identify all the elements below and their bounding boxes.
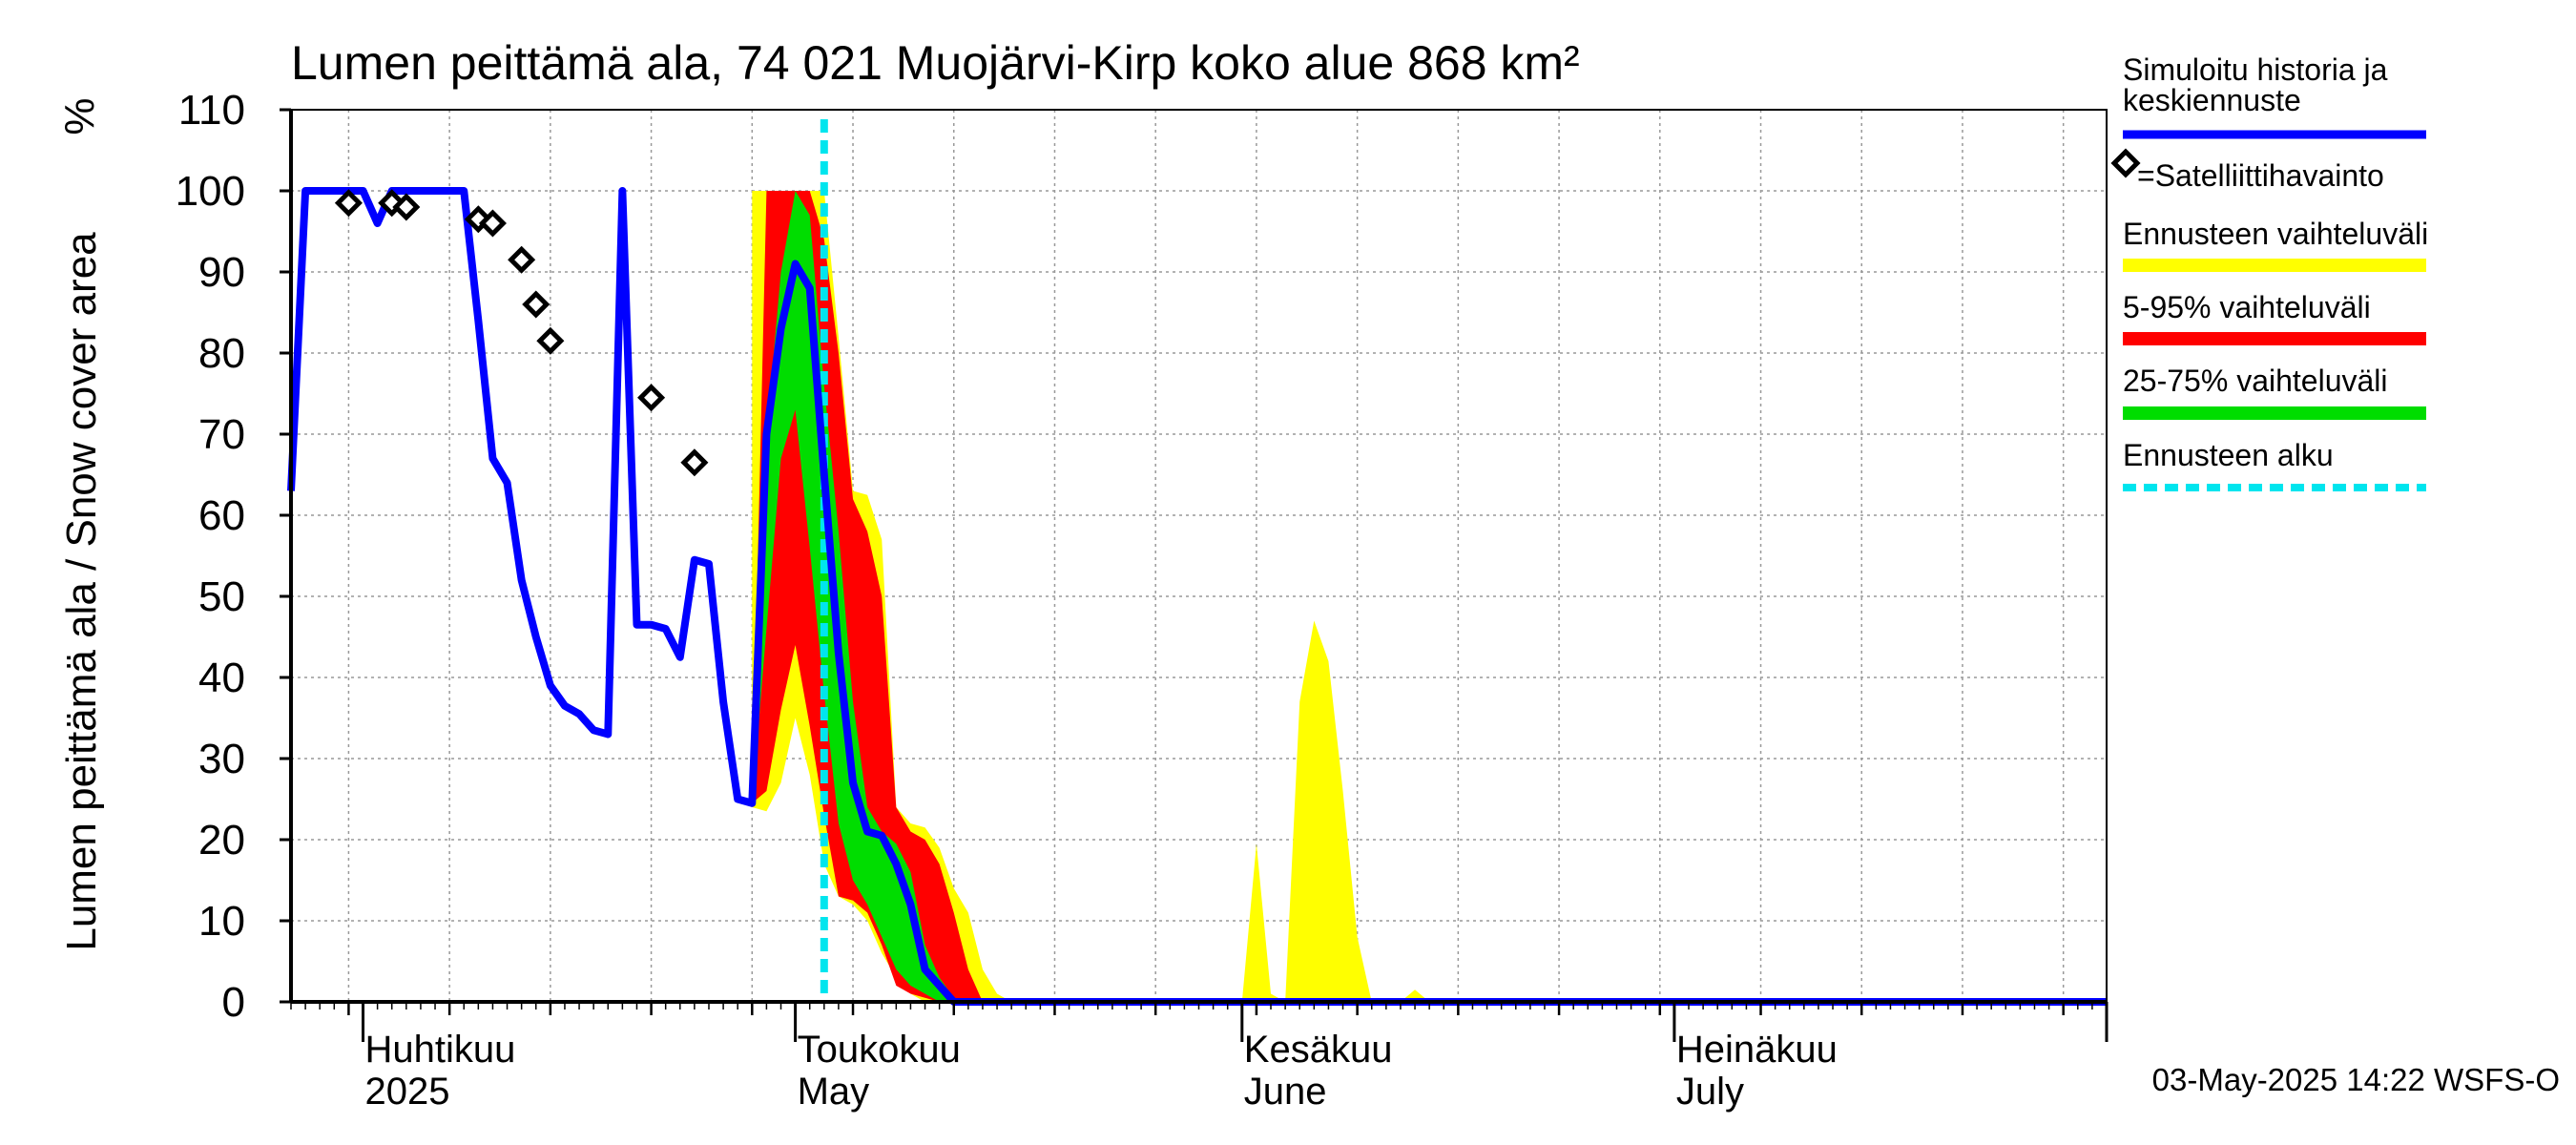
y-tick-label: 0	[222, 979, 245, 1026]
legend-range-label: Ennusteen vaihteluväli	[2123, 217, 2428, 251]
y-tick-label: 50	[198, 573, 245, 620]
band-25-75	[752, 191, 968, 1002]
y-tick-label: 80	[198, 330, 245, 377]
satellite-point	[680, 448, 709, 477]
legend-25-75-label: 25-75% vaihteluväli	[2123, 364, 2388, 398]
y-tick-label: 40	[198, 655, 245, 701]
satellite-point	[536, 326, 565, 355]
y-tick-label: 100	[176, 168, 245, 215]
y-tick-label: 10	[198, 898, 245, 945]
y-axis-label: Lumen peittämä ala / Snow cover area	[58, 232, 105, 951]
legend-sim-label-line2: keskiennuste	[2123, 83, 2301, 117]
y-tick-label: 90	[198, 249, 245, 296]
satellite-point	[508, 245, 536, 274]
month-label: Kesäkuu	[1244, 1029, 1393, 1071]
satellite-observations	[334, 189, 709, 477]
satellite-point	[637, 384, 666, 412]
y-tick-label: 20	[198, 817, 245, 864]
satellite-point	[478, 209, 507, 238]
y-axis-unit: %	[56, 97, 103, 135]
month-label: Toukokuu	[798, 1029, 961, 1071]
legend-fstart-label: Ennusteen alku	[2123, 438, 2334, 472]
plot-frame	[290, 109, 2108, 1003]
grid-lines	[291, 109, 2107, 1003]
legend-5-95-label: 5-95% vaihteluväli	[2123, 290, 2371, 324]
simulated-series	[287, 187, 2107, 1006]
month-sublabel: May	[798, 1071, 870, 1113]
month-sublabel: June	[1244, 1071, 1327, 1113]
legend-sim-label-line1: Simuloitu historia ja	[2123, 52, 2388, 87]
month-sublabel: 2025	[365, 1071, 450, 1113]
y-tick-label: 30	[198, 736, 245, 782]
legend-sat-label: =Satelliittihavainto	[2137, 158, 2384, 193]
simulated-line	[287, 187, 2107, 1006]
month-label: Heinäkuu	[1676, 1029, 1838, 1071]
month-sublabel: July	[1676, 1071, 1744, 1113]
month-label: Huhtikuu	[365, 1029, 516, 1071]
satellite-point	[334, 189, 363, 218]
y-tick-label: 60	[198, 492, 245, 539]
satellite-point	[392, 193, 421, 221]
legend-sat-marker	[2110, 148, 2141, 178]
chart-title: Lumen peittämä ala, 74 021 Muojärvi-Kirp…	[291, 36, 1580, 90]
footer-timestamp: 03-May-2025 14:22 WSFS-O	[2152, 1062, 2560, 1097]
y-tick-label: 110	[178, 87, 245, 134]
y-tick-label: 70	[198, 411, 245, 458]
forecast-bands	[752, 191, 1430, 1002]
satellite-point	[522, 290, 551, 319]
